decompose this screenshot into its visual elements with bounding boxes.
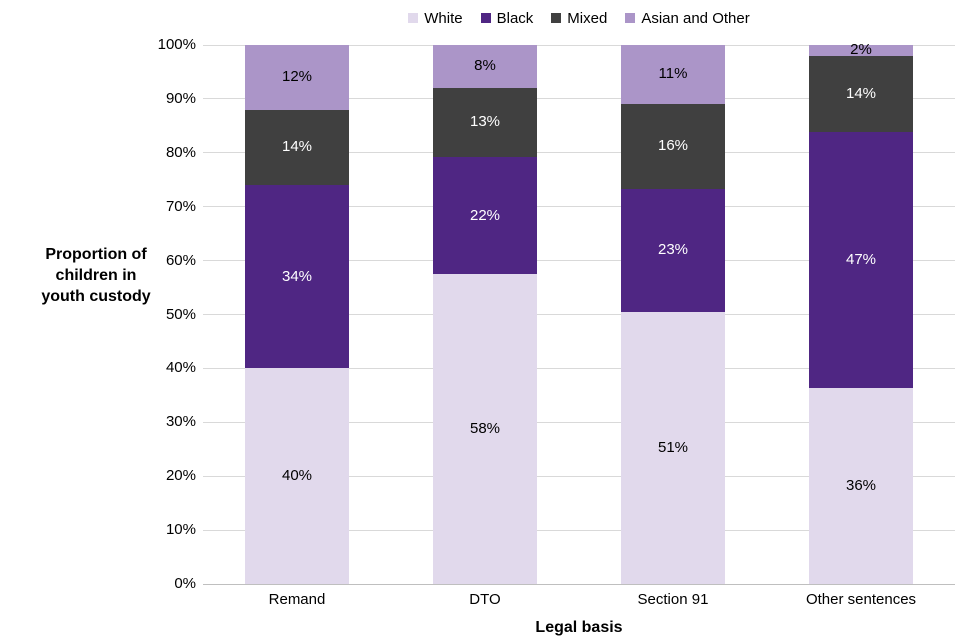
data-label: 47%: [845, 251, 877, 269]
data-label: 13%: [469, 113, 501, 131]
data-label: 23%: [657, 241, 689, 259]
gridline: [203, 152, 955, 154]
gridline: [203, 421, 955, 423]
gridline: [203, 529, 955, 531]
y-axis-title-line: youth custody: [41, 287, 151, 305]
bar-segment-asian-and-other: 2%: [809, 41, 913, 58]
data-label: 11%: [658, 65, 688, 83]
bar-segment-black: 22%: [433, 157, 537, 275]
y-tick-label: 50%: [165, 305, 196, 323]
bar-segment-asian-and-other: 12%: [245, 45, 349, 110]
bar-section-91: 51% 23% 16% 11%: [621, 45, 725, 584]
gridline: [203, 475, 955, 477]
bar-segment-white: 58%: [433, 274, 537, 584]
data-label: 2%: [850, 41, 872, 59]
x-axis-title: Legal basis: [535, 619, 623, 636]
bar-segment-black: 23%: [621, 189, 725, 312]
legend: White Black Mixed Asian and Other: [203, 6, 955, 30]
legend-label: Black: [496, 9, 534, 27]
data-label: 36%: [845, 477, 877, 494]
data-label: 16%: [657, 137, 689, 155]
legend-item: White: [408, 9, 463, 27]
y-tick-label: 30%: [165, 413, 196, 431]
y-tick-label: 70%: [165, 197, 196, 215]
gridline: [203, 98, 955, 100]
y-tick-label: 90%: [165, 89, 196, 107]
bar-other-sentences: 36% 47% 14% 2%: [809, 41, 913, 584]
gridline: [203, 260, 955, 262]
bar-remand: 40% 34% 14% 12%: [245, 45, 349, 584]
legend-swatch-icon: [408, 13, 419, 23]
bar-segment-black: 34%: [245, 185, 349, 369]
legend-label: Asian and Other: [641, 9, 750, 27]
bar-dto: 58% 22% 13% 8%: [433, 45, 537, 584]
y-tick-label: 20%: [165, 467, 196, 485]
legend-label: White: [424, 9, 463, 27]
x-category-label: Section 91: [637, 591, 709, 608]
bar-segment-white: 36%: [809, 388, 913, 584]
gridline: [203, 206, 955, 208]
y-tick-label: 100%: [157, 36, 196, 53]
gridline: [203, 367, 955, 369]
data-label: 22%: [469, 206, 501, 224]
data-label: 12%: [281, 68, 313, 86]
y-tick-label: 0%: [174, 575, 196, 592]
y-axis-title-line: children in: [55, 266, 137, 284]
legend-swatch-icon: [625, 13, 636, 23]
bar-segment-white: 40%: [245, 368, 349, 584]
bars-container: 40% 34% 14% 12% 58% 22% 13% 8% 51% 23% 16% 11% 36% 47…: [203, 41, 955, 584]
data-label: 34%: [281, 267, 313, 285]
bar-segment-black: 47%: [809, 132, 913, 388]
bar-segment-asian-and-other: 8%: [433, 45, 537, 88]
data-label: 51%: [657, 438, 689, 456]
y-tick-label: 10%: [165, 521, 196, 539]
data-label: 14%: [281, 138, 313, 156]
y-tick-label: 60%: [165, 251, 196, 269]
y-tick-label: 80%: [165, 143, 196, 161]
x-axis-labels: Remand DTO Section 91 Other sentences: [203, 591, 955, 608]
legend-swatch-icon: [551, 13, 562, 23]
y-axis-title: Proportion of children in youth custody: [0, 245, 192, 307]
bar-segment-mixed: 16%: [621, 103, 725, 190]
x-category-label: Remand: [268, 591, 326, 608]
data-label: 8%: [474, 57, 496, 75]
bar-segment-white: 51%: [621, 311, 725, 584]
bar-segment-mixed: 14%: [245, 109, 349, 186]
legend-swatch-icon: [480, 13, 491, 23]
data-label: 58%: [469, 420, 501, 438]
legend-item: Black: [480, 9, 534, 27]
data-label: 40%: [281, 467, 313, 485]
legend-item: Asian and Other: [625, 9, 750, 27]
y-tick-label: 40%: [165, 359, 196, 377]
plot-area: 40% 34% 14% 12% 58% 22% 13% 8% 51% 23% 16% 11% 36% 47…: [203, 41, 955, 585]
bar-segment-mixed: 13%: [433, 87, 537, 158]
legend-label: Mixed: [567, 9, 608, 27]
data-label: 14%: [845, 85, 877, 103]
x-category-label: DTO: [469, 591, 501, 608]
bar-segment-asian-and-other: 11%: [621, 45, 725, 104]
bar-segment-mixed: 14%: [809, 55, 913, 133]
gridline: [203, 314, 955, 315]
x-axis-line: [203, 583, 955, 585]
y-axis-title-line: Proportion of: [45, 246, 147, 263]
gridline: [203, 44, 955, 46]
x-category-label: Other sentences: [805, 591, 917, 608]
legend-item: Mixed: [551, 10, 607, 27]
